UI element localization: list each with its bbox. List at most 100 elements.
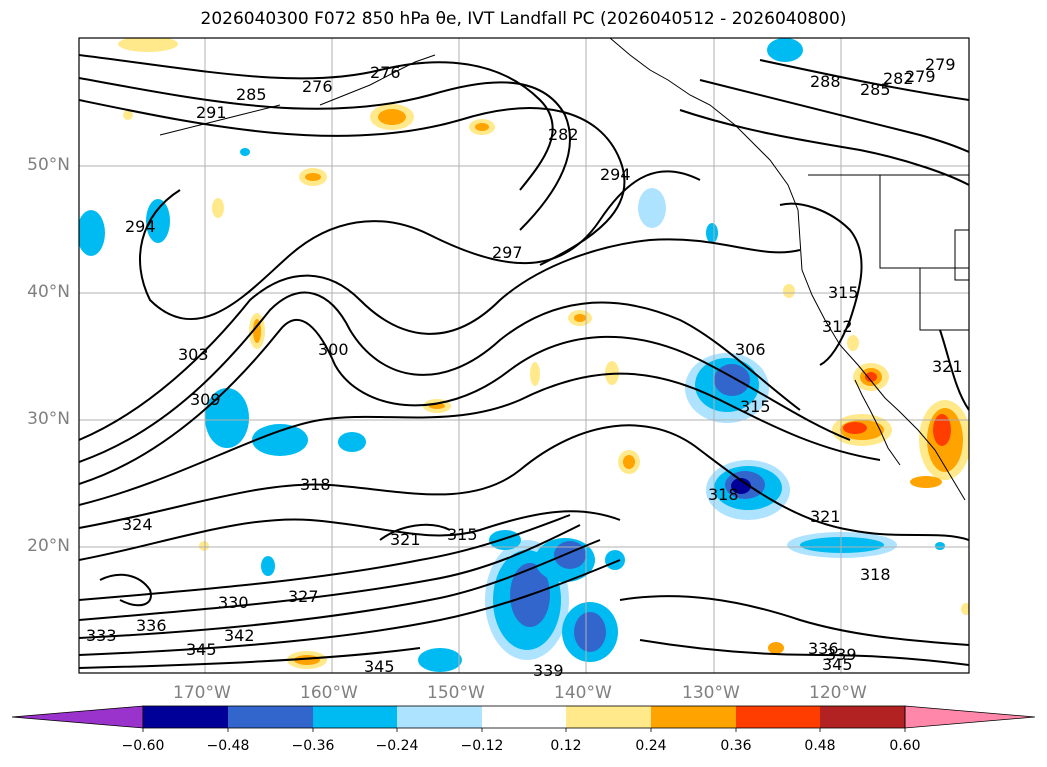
- negative-anomaly-patch: [261, 556, 275, 576]
- negative-anomaly-patch: [638, 188, 666, 228]
- positive-anomaly-patch: [847, 335, 859, 351]
- colorbar-outline: [142, 705, 906, 729]
- contour-label: 321: [810, 507, 841, 526]
- colorbar-bin: [313, 706, 397, 728]
- coastlines: [159, 38, 969, 501]
- positive-anomaly-patch: [305, 173, 321, 181]
- contour-label: 294: [600, 165, 631, 184]
- negative-anomaly-patch: [338, 432, 366, 452]
- negative-anomaly-patch: [252, 424, 308, 456]
- theta-e-contours: [79, 54, 969, 669]
- negative-anomaly-patch: [205, 388, 249, 448]
- negative-anomaly-patch: [767, 38, 803, 62]
- colorbar-extend-max: [904, 705, 1036, 729]
- positive-anomaly-patch: [530, 362, 540, 386]
- negative-anomaly-patch: [574, 612, 606, 652]
- positive-anomaly-patch: [574, 314, 586, 322]
- contour-label: 285: [236, 85, 267, 104]
- contour-label: 315: [828, 283, 859, 302]
- lon-label: 120°W: [809, 683, 867, 703]
- contour-label: 282: [548, 125, 579, 144]
- contour-label: 318: [708, 485, 739, 504]
- positive-anomaly-patch: [118, 38, 178, 52]
- map-title: 2026040300 F072 850 hPa θe, IVT Landfall…: [200, 9, 847, 29]
- lat-label: 40°N: [27, 282, 70, 302]
- positive-anomaly-patch: [378, 109, 406, 125]
- contour-label: 282: [883, 69, 914, 88]
- positive-anomaly-patch: [623, 455, 635, 469]
- contour-label: 315: [740, 397, 771, 416]
- positive-anomaly-patch: [783, 284, 795, 298]
- lat-label: 30°N: [27, 409, 70, 429]
- colorbar-tick-label: −0.24: [375, 738, 419, 754]
- colorbar-bin: [143, 706, 228, 728]
- colorbar-ticks: [142, 728, 906, 732]
- colorbar-bin: [820, 706, 905, 728]
- colorbar-bin: [397, 706, 482, 728]
- colorbar-tick-label: 0.36: [720, 738, 752, 754]
- lon-label: 130°W: [682, 683, 740, 703]
- colorbar-tick-label: 0.60: [889, 738, 921, 754]
- colorbar-extend-min: [11, 705, 144, 729]
- positive-anomaly-patch: [843, 422, 867, 434]
- negative-anomaly-patch: [554, 541, 586, 569]
- positive-anomaly-patch: [768, 642, 784, 654]
- contour-label: 339: [826, 645, 857, 664]
- negative-anomaly-patch: [418, 648, 462, 672]
- contour-label: 336: [136, 616, 167, 635]
- colorbar-bin: [736, 706, 820, 728]
- contour-label: 330: [218, 593, 249, 612]
- lon-label: 150°W: [427, 683, 485, 703]
- contour-label: 276: [302, 77, 333, 96]
- negative-anomaly-patch: [800, 537, 884, 553]
- contour-label: 318: [860, 565, 891, 584]
- lat-label: 20°N: [27, 536, 70, 556]
- positive-anomaly-patch: [961, 603, 969, 615]
- contour-label: 309: [190, 390, 221, 409]
- contour-label: 336: [808, 639, 839, 658]
- positive-anomaly-patch: [933, 414, 951, 446]
- contour-label: 321: [932, 357, 963, 376]
- negative-anomaly-patch: [240, 148, 250, 156]
- lat-label: 50°N: [27, 155, 70, 175]
- positive-anomaly-patch: [475, 123, 489, 131]
- contour-label: 294: [125, 217, 156, 236]
- contour-label: 312: [822, 317, 853, 336]
- colorbar-tick-label: −0.12: [460, 738, 504, 754]
- contour-label: 345: [186, 640, 217, 659]
- map-gridlines: [79, 38, 969, 673]
- contour-label: 315: [447, 525, 478, 544]
- colorbar-tick-label: −0.48: [206, 738, 250, 754]
- negative-anomaly-patch: [146, 199, 170, 243]
- contour-label: 291: [196, 103, 227, 122]
- colorbar-tick-label: 0.48: [804, 738, 836, 754]
- positive-anomaly-patch: [123, 110, 133, 120]
- colorbar-tick-label: −0.36: [291, 738, 335, 754]
- contour-label: 321: [390, 530, 421, 549]
- contour-label: 288: [810, 72, 841, 91]
- positive-anomaly-patch: [199, 541, 209, 551]
- lon-label: 140°W: [554, 683, 612, 703]
- contour-label: 345: [822, 655, 853, 674]
- contour-label: 276: [370, 63, 401, 82]
- positive-anomaly-patch: [865, 372, 877, 382]
- negative-anomaly-patch: [714, 364, 750, 396]
- contour-label: 297: [492, 243, 523, 262]
- contour-label: 303: [178, 345, 209, 364]
- negative-anomaly-patch: [731, 478, 751, 494]
- negative-anomaly-patch: [706, 223, 718, 243]
- lon-label: 160°W: [300, 683, 358, 703]
- contour-label: 333: [86, 626, 117, 645]
- positive-anomaly-patch: [212, 198, 224, 218]
- contour-label: 345: [364, 657, 395, 676]
- contour-label: 324: [122, 515, 153, 534]
- contour-label: 318: [300, 475, 331, 494]
- contour-label: 327: [288, 587, 319, 606]
- ivt-shading: [79, 38, 969, 672]
- colorbar-bin: [482, 706, 566, 728]
- colorbar-tick-label: 0.12: [550, 738, 582, 754]
- negative-anomaly-patch: [605, 550, 625, 570]
- contour-labels: 276 276 279 279 282 282 285 285 288 291 …: [86, 55, 963, 680]
- contour-label: 339: [533, 661, 564, 680]
